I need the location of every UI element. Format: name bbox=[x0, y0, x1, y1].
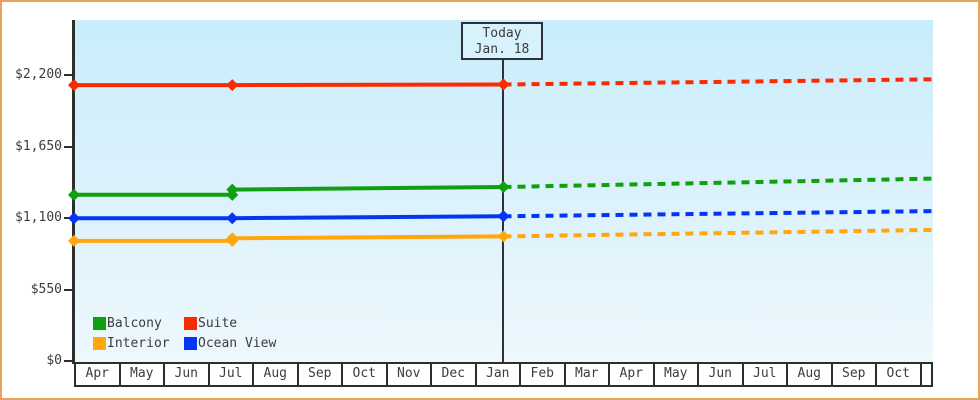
series-balcony-marker-icon bbox=[226, 183, 239, 196]
y-axis-label: $1,100 bbox=[15, 210, 62, 226]
series-suite-forecast-line bbox=[503, 77, 934, 87]
today-annotation-box: Today Jan. 18 bbox=[461, 22, 543, 60]
series-interior-solid-line bbox=[74, 234, 504, 243]
legend-swatch-icon bbox=[184, 316, 197, 330]
month-cell: Aug bbox=[252, 364, 297, 385]
series-suite-marker-icon bbox=[497, 78, 510, 91]
y-axis-tick bbox=[64, 288, 73, 291]
month-cell: May bbox=[118, 364, 164, 385]
legend-row: Interior Ocean View bbox=[93, 333, 276, 353]
month-cell: Jun bbox=[163, 364, 208, 385]
month-cell: Jun bbox=[697, 364, 742, 385]
series-balcony-marker-icon bbox=[68, 188, 80, 201]
series-suite-solid-line bbox=[74, 82, 504, 88]
y-axis-label: $1,650 bbox=[15, 138, 62, 154]
series-ocean-view-marker-icon bbox=[68, 212, 80, 225]
legend-item-interior: Interior bbox=[93, 336, 184, 351]
series-interior-marker-icon bbox=[226, 232, 239, 245]
month-cell: May bbox=[652, 364, 698, 385]
month-cell: Aug bbox=[786, 364, 831, 385]
y-axis-label: $550 bbox=[30, 281, 62, 297]
legend: Balcony Suite Interior Ocean View bbox=[93, 313, 276, 353]
legend-label: Balcony bbox=[107, 315, 162, 331]
month-cell: Mar bbox=[563, 364, 609, 385]
legend-swatch-icon bbox=[93, 336, 106, 350]
series-interior-marker-icon bbox=[497, 230, 510, 243]
series-ocean-view-forecast-line bbox=[503, 209, 934, 219]
y-axis-tick bbox=[64, 360, 73, 362]
series-suite-marker-icon bbox=[68, 79, 80, 92]
y-axis-tick bbox=[64, 74, 73, 77]
today-vertical-line bbox=[502, 58, 504, 362]
series-ocean-view-marker-icon bbox=[497, 210, 510, 223]
today-label: Today bbox=[482, 26, 522, 41]
series-suite-marker-icon bbox=[226, 79, 239, 92]
legend-row: Balcony Suite bbox=[93, 313, 276, 333]
legend-item-suite: Suite bbox=[184, 316, 237, 331]
y-axis-tick bbox=[64, 145, 73, 148]
month-cell: Nov bbox=[385, 364, 431, 385]
series-balcony-solid-line bbox=[74, 185, 504, 197]
legend-swatch-icon bbox=[93, 316, 106, 330]
month-cell: Sep bbox=[296, 364, 342, 385]
series-ocean-view-marker-icon bbox=[226, 212, 239, 225]
y-axis-label: $0 bbox=[46, 353, 62, 368]
month-cell: Oct bbox=[341, 364, 386, 385]
month-axis: Apr May Jun Jul Aug Sep Oct Nov Dec Jan Feb Mar Apr M… bbox=[74, 362, 933, 387]
series-interior-marker-icon bbox=[68, 234, 80, 247]
month-cell: Oct bbox=[875, 364, 920, 385]
month-cell: Jul bbox=[207, 364, 253, 385]
series-interior-forecast-line bbox=[503, 227, 934, 239]
today-date: Jan. 18 bbox=[474, 42, 530, 57]
month-cell: Apr bbox=[74, 364, 119, 385]
month-cell: Apr bbox=[608, 364, 653, 385]
month-cell: Sep bbox=[830, 364, 876, 385]
series-balcony-marker-icon bbox=[497, 181, 510, 194]
month-cell: Feb bbox=[519, 364, 564, 385]
series-balcony-forecast-line bbox=[503, 176, 934, 189]
y-axis-label: $2,200 bbox=[15, 67, 62, 83]
month-cell-empty bbox=[919, 364, 933, 385]
chart-lines bbox=[68, 77, 934, 247]
legend-swatch-icon bbox=[184, 336, 197, 350]
legend-label: Ocean View bbox=[198, 335, 277, 351]
month-cell: Dec bbox=[430, 364, 475, 385]
series-ocean-view-solid-line bbox=[74, 214, 504, 221]
month-cell: Jan bbox=[474, 364, 520, 385]
legend-item-balcony: Balcony bbox=[93, 316, 184, 331]
legend-label: Suite bbox=[198, 315, 238, 331]
legend-label: Interior bbox=[107, 335, 170, 351]
month-cell: Jul bbox=[741, 364, 787, 385]
legend-item-ocean-view: Ocean View bbox=[184, 336, 276, 351]
